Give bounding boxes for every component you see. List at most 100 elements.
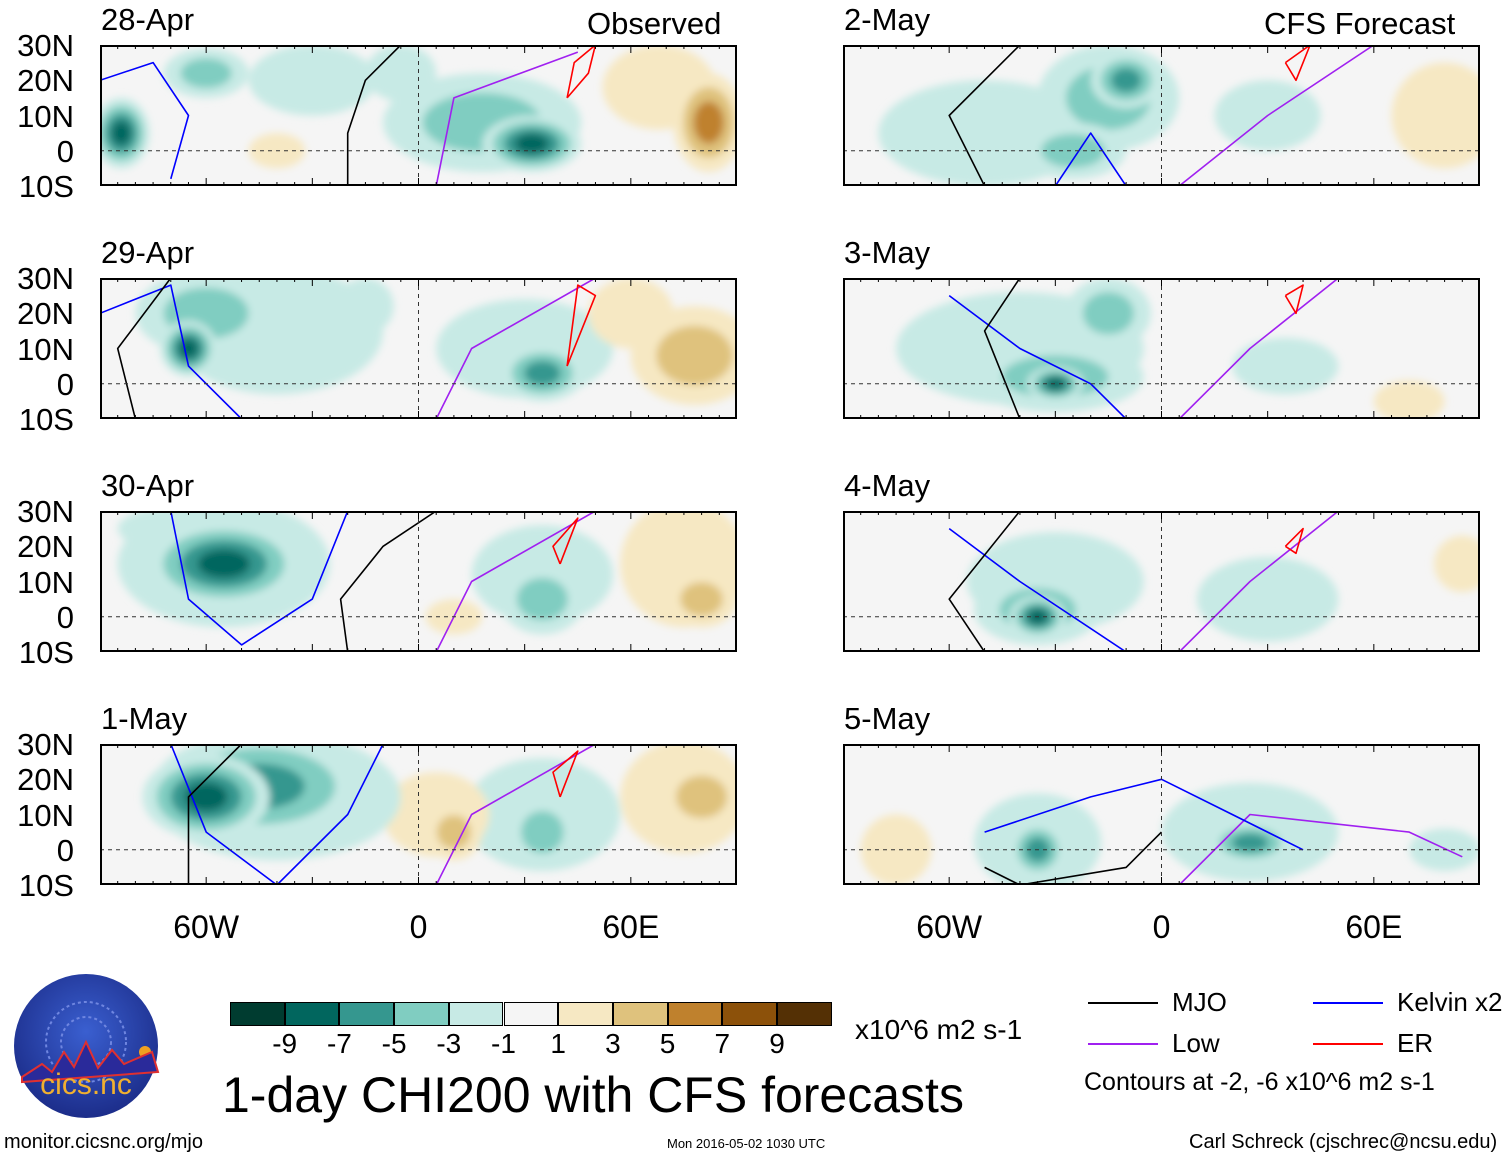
colorbar-swatch (612, 1002, 668, 1026)
panel-frame (100, 45, 737, 186)
observed-label: Observed (587, 6, 722, 41)
map-panel (843, 744, 1480, 885)
contours-note: Contours at -2, -6 x10^6 m2 s-1 (1084, 1068, 1435, 1096)
colorbar-tick-label: -9 (272, 1028, 298, 1059)
mjo-contour (339, 511, 437, 652)
colorbar-swatch (339, 1002, 395, 1026)
chi-anomaly-region (248, 45, 377, 116)
chi-anomaly-region (860, 814, 932, 885)
chi-anomaly-region (680, 582, 723, 617)
field-background (843, 744, 1480, 885)
lat-label: 20N (17, 296, 74, 332)
colorbar-tick-label: 9 (769, 1028, 785, 1059)
chi-anomaly-region (1041, 133, 1105, 168)
chi-anomaly-region (1045, 377, 1065, 390)
legend-label: MJO (1172, 987, 1227, 1017)
lat-label: 30N (17, 261, 74, 296)
lat-label: 20N (17, 63, 74, 99)
lat-label: 10S (18, 635, 74, 670)
low-contour (435, 51, 579, 186)
colorbar-swatch (558, 1002, 613, 1026)
panel-date: 29-Apr (101, 235, 195, 270)
mjo-contour (948, 511, 1021, 652)
er-contour (566, 284, 597, 367)
lat-label: 10N (17, 564, 74, 600)
forecast-label: CFS Forecast (1264, 6, 1456, 41)
lon-label: 60E (1345, 909, 1403, 945)
cicsnc-logo: cics.nc (14, 974, 160, 1118)
map-panel (100, 511, 737, 652)
chi-anomaly-region (516, 577, 568, 621)
lat-label: 30N (17, 494, 74, 529)
lat-label: 10N (17, 331, 74, 367)
colorbar-swatch (722, 1002, 777, 1026)
colorbar-swatch (667, 1002, 723, 1026)
lat-label: 10S (18, 402, 74, 437)
chi-anomaly-region (1082, 292, 1134, 335)
footer-author: Carl Schreck (cjschrec@ncsu.edu) (1189, 1131, 1498, 1153)
low-contour (1178, 45, 1375, 186)
chi-anomaly-region (515, 134, 549, 154)
lat-label: 10N (17, 797, 74, 833)
colorbar-tick-label: 3 (605, 1028, 621, 1059)
chi-anomaly-region (1373, 380, 1445, 419)
legend-label: Low (1172, 1028, 1220, 1058)
panel-date: 4-May (844, 468, 931, 503)
panel-frame (843, 45, 1480, 186)
legend-line-er (1313, 1043, 1383, 1045)
colorbar-tick-label: 7 (714, 1028, 731, 1059)
footer-url[interactable]: monitor.cicsnc.org/mjo (4, 1131, 203, 1153)
chi-anomaly-region (693, 101, 724, 144)
map-panel (100, 45, 737, 186)
colorbar-tick-label: -3 (436, 1028, 462, 1059)
lon-label: 60E (602, 909, 660, 945)
map-panel (843, 45, 1480, 186)
low-contour (435, 278, 596, 419)
chi-anomaly-region (436, 815, 471, 850)
legend-label: ER (1397, 1028, 1434, 1058)
chi-anomaly-region (197, 549, 250, 578)
field-background (843, 511, 1480, 652)
chi-anomaly-region (179, 339, 198, 358)
colorbar-swatch (230, 1002, 285, 1026)
er-contour (1284, 284, 1304, 315)
lat-label: 0 (56, 366, 74, 402)
chi-anomaly-region (337, 278, 394, 335)
colorbar-tick-label: -7 (326, 1028, 352, 1059)
figure-title: 1-day CHI200 with CFS forecasts (222, 1067, 964, 1123)
chi-anomaly-region (180, 58, 232, 89)
chi-anomaly-region (1110, 68, 1142, 93)
lon-label: 60W (916, 909, 983, 945)
low-contour (435, 511, 596, 652)
chi-anomaly-region (1434, 535, 1480, 593)
lat-label: 0 (56, 599, 74, 635)
footer-timestamp: Mon 2016-05-02 1030 UTC (667, 1136, 826, 1151)
mjo-contour (116, 278, 172, 419)
logo-text: cics.nc (40, 1068, 132, 1101)
chi-anomaly-region (1232, 337, 1339, 395)
kelvin-contour (170, 744, 384, 885)
panel-date: 3-May (844, 235, 931, 270)
lat-label: 10S (18, 868, 74, 903)
low-contour (1178, 278, 1339, 419)
lat-label: 20N (17, 762, 74, 798)
lat-label: 0 (56, 832, 74, 868)
panel-frame (100, 511, 737, 652)
colorbar-tick-label: 1 (550, 1028, 566, 1059)
chi-anomaly-region (1391, 62, 1480, 169)
colorbar-swatch (503, 1002, 559, 1026)
lon-label: 0 (409, 909, 428, 945)
low-contour (435, 744, 596, 885)
mjo-contour (983, 278, 1021, 419)
panel-frame (843, 511, 1480, 652)
lat-label: 10S (18, 169, 74, 204)
chi-anomaly-region (111, 121, 131, 145)
low-contour (1178, 511, 1339, 652)
mjo-contour (984, 831, 1163, 885)
map-panel (843, 278, 1480, 419)
map-panel (100, 744, 737, 885)
er-contour (552, 517, 579, 565)
colorbar-tick-label: -5 (381, 1028, 407, 1059)
panel-date: 2-May (844, 2, 931, 37)
